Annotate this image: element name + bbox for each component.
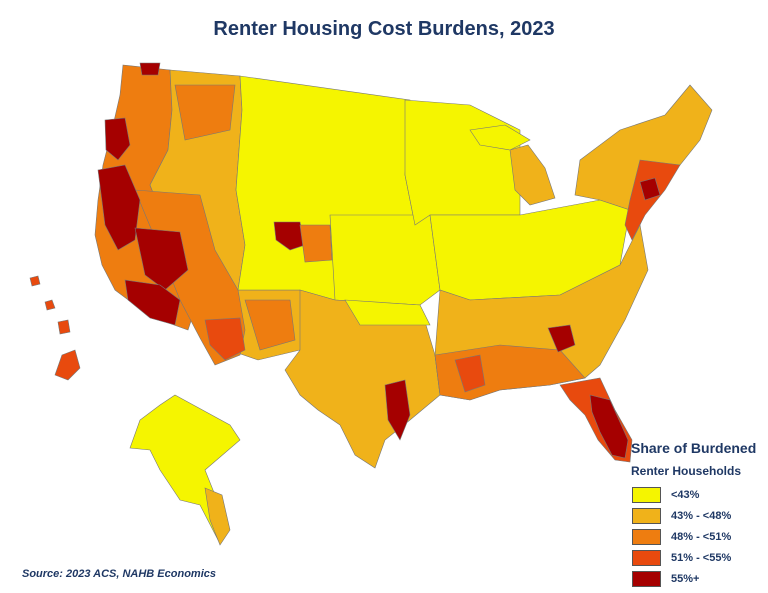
hotspot-new-york <box>639 177 661 201</box>
accent-oklahoma <box>344 299 431 326</box>
legend-item: 43% - <48% <box>629 506 765 526</box>
legend-label: 43% - <48% <box>671 510 732 522</box>
legend-swatch <box>632 487 661 503</box>
accent-new-mexico <box>244 299 296 351</box>
hotspot-pacific-northwest <box>104 117 131 161</box>
legend-item: 48% - <51% <box>629 527 765 547</box>
legend-title: Share of Burdened <box>631 440 757 456</box>
legend-label: 51% - <55% <box>671 552 732 564</box>
map-title: Renter Housing Cost Burdens, 2023 <box>213 18 555 40</box>
hotspot-washington-north <box>139 62 161 76</box>
legend-swatch <box>632 529 661 545</box>
legend-swatch <box>632 571 661 587</box>
state-alaska-southeast <box>204 487 231 546</box>
region-gulf-coast <box>434 344 586 401</box>
accent-louisiana <box>454 354 486 393</box>
state-hawaii-big <box>54 349 81 381</box>
legend-label: <43% <box>671 489 700 501</box>
state-hawaii-3 <box>57 319 71 335</box>
hotspot-colorado <box>273 221 306 251</box>
hotspot-northern-california <box>97 164 141 251</box>
hotspot-atlanta <box>547 324 576 353</box>
legend-subtitle: Renter Households <box>631 464 742 478</box>
hotspot-nevada <box>134 227 189 291</box>
region-central-plains <box>329 214 441 306</box>
legend-swatch <box>632 550 661 566</box>
legend: Share of Burdened Renter Households <43%… <box>629 440 765 590</box>
region-florida-south <box>589 394 629 459</box>
legend-item: <43% <box>629 485 765 505</box>
region-michigan <box>509 144 556 206</box>
hotspot-houston <box>384 379 411 441</box>
region-upper-midwest <box>404 99 521 226</box>
hotspot-southern-california <box>124 279 181 326</box>
state-hawaii-2 <box>44 299 56 311</box>
region-michigan-north <box>469 124 531 151</box>
source-note: Source: 2023 ACS, NAHB Economics <box>22 568 216 580</box>
legend-label: 48% - <51% <box>671 531 732 543</box>
legend-item: 51% - <55% <box>629 548 765 568</box>
legend-item: 55%+ <box>629 569 765 589</box>
legend-label: 55%+ <box>671 573 700 585</box>
accent-arizona <box>204 317 246 361</box>
accent-oregon <box>174 84 236 141</box>
legend-swatch <box>632 508 661 524</box>
state-hawaii-1 <box>29 275 41 287</box>
accent-colorado-east <box>299 224 333 263</box>
